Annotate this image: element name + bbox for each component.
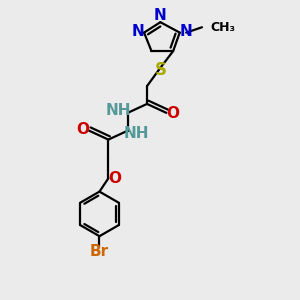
Text: N: N [180,24,193,39]
Text: CH₃: CH₃ [210,21,235,34]
Text: N: N [154,8,167,23]
Text: O: O [108,171,122,186]
Text: N: N [131,24,144,39]
Text: NH: NH [123,126,149,141]
Text: O: O [167,106,179,121]
Text: S: S [154,61,166,79]
Text: Br: Br [90,244,109,260]
Text: NH: NH [106,103,131,118]
Text: O: O [76,122,89,137]
